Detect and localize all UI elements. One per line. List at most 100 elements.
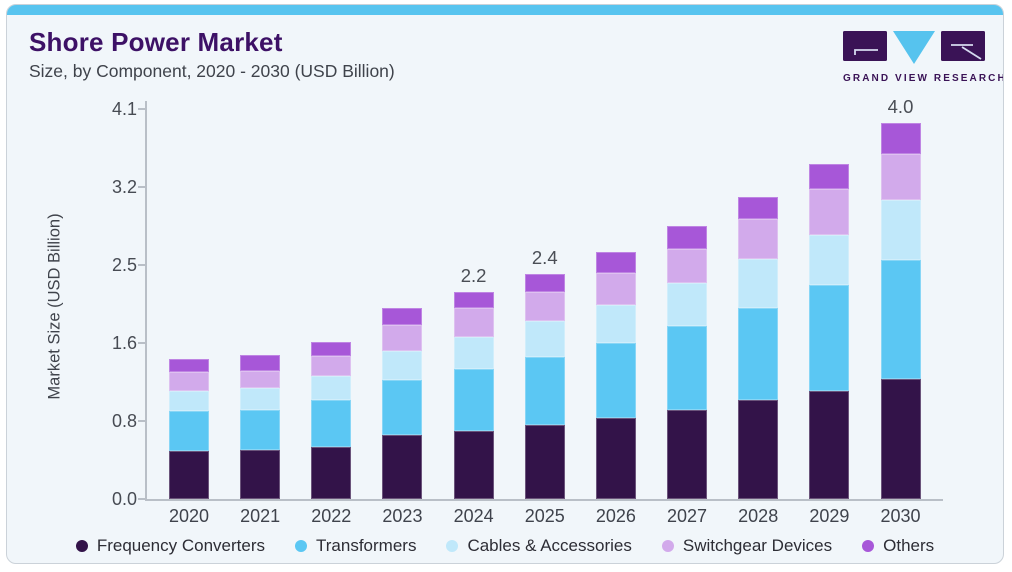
legend-item: Others <box>862 536 934 556</box>
chart-panel: Shore Power Market Size, by Component, 2… <box>6 4 1004 564</box>
legend-dot-icon <box>862 540 875 552</box>
bar-segment-2026 <box>595 304 636 343</box>
bar-segment-2025 <box>524 424 565 499</box>
x-tick-label: 2025 <box>524 506 565 526</box>
bar-segment-2030 <box>880 260 921 380</box>
bar-segment-2028 <box>738 219 779 260</box>
bar-segment-2022 <box>311 400 352 447</box>
x-tick-label: 2027 <box>667 506 708 526</box>
bar-segment-2026 <box>595 343 636 419</box>
y-tick-label: 3.2 <box>111 177 137 197</box>
bar-segment-2027 <box>667 283 708 326</box>
legend-label: Switchgear Devices <box>682 536 833 555</box>
legend-label: Others <box>883 536 935 555</box>
bar-segment-2021 <box>240 355 281 371</box>
bar-total-label-2030: 4.0 <box>887 96 914 118</box>
bar-segment-2027 <box>667 226 708 249</box>
bar-segment-2026 <box>595 272 636 305</box>
bar-segment-2020 <box>169 451 209 499</box>
x-tick-label: 2023 <box>382 506 423 526</box>
legend-label: Transformers <box>316 536 417 555</box>
y-tick-mark <box>138 342 146 344</box>
x-tick-label: 2026 <box>595 506 636 526</box>
y-tick-mark <box>138 186 146 188</box>
legend-item: Transformers <box>295 536 416 556</box>
y-tick-label: 0.8 <box>111 411 137 431</box>
bar-segment-2027 <box>667 248 708 284</box>
legend-label: Frequency Converters <box>96 536 265 555</box>
x-axis-line <box>145 499 943 501</box>
bar-segment-2020 <box>169 371 209 391</box>
x-tick-label: 2020 <box>168 506 210 526</box>
bar-segment-2025 <box>524 291 565 322</box>
bar-segment-2024 <box>453 291 494 308</box>
y-axis-title: Market Size (USD Billion) <box>45 213 64 400</box>
x-tick-label: 2022 <box>311 506 352 526</box>
bar-segment-2021 <box>240 450 281 499</box>
bar-segment-2026 <box>595 251 636 273</box>
bar-segment-2025 <box>524 273 565 292</box>
y-tick-mark <box>138 264 146 266</box>
bar-total-label-2024: 2.2 <box>460 264 487 286</box>
bar-segment-2029 <box>809 390 850 499</box>
bar-segment-2024 <box>453 368 494 432</box>
bar-segment-2023 <box>382 435 423 499</box>
chart-legend: Frequency Converters Transformers Cables &… <box>7 536 1003 556</box>
bar-segment-2021 <box>240 370 281 388</box>
bar-segment-2022 <box>311 356 352 377</box>
bar-segment-2020 <box>169 359 209 372</box>
legend-dot-icon <box>75 540 88 552</box>
bar-segment-2028 <box>738 197 779 220</box>
y-tick-label: 4.1 <box>111 99 137 119</box>
y-tick-mark <box>138 420 146 422</box>
x-tick-label: 2028 <box>738 506 779 526</box>
bar-segment-2021 <box>240 409 281 451</box>
brand-name: GRAND VIEW RESEARCH <box>843 73 1004 84</box>
bar-segment-2024 <box>453 307 494 338</box>
x-tick-label: 2029 <box>809 506 850 526</box>
bar-segment-2030 <box>880 379 921 499</box>
bar-segment-2023 <box>382 324 423 351</box>
bar-segment-2028 <box>738 400 779 499</box>
bar-segment-2023 <box>382 307 423 325</box>
bar-segment-2026 <box>595 418 636 499</box>
x-tick-label: 2024 <box>453 506 494 526</box>
y-tick-label: 1.6 <box>111 333 137 353</box>
bar-segment-2024 <box>453 337 494 369</box>
x-tick-label: 2021 <box>240 506 281 526</box>
bar-segment-2029 <box>809 284 850 391</box>
legend-item: Switchgear Devices <box>661 536 833 556</box>
y-tick-label: 2.5 <box>111 255 137 275</box>
legend-dot-icon <box>661 540 674 552</box>
bar-segment-2029 <box>809 188 850 235</box>
bar-segment-2023 <box>382 350 423 381</box>
top-accent-bar <box>7 5 1003 15</box>
bar-segment-2022 <box>311 376 352 401</box>
bar-segment-2021 <box>240 387 281 410</box>
legend-item: Frequency Converters <box>75 536 265 556</box>
bar-segment-2023 <box>382 380 423 436</box>
legend-dot-icon <box>446 540 459 552</box>
bar-segment-2020 <box>169 390 209 411</box>
bar-segment-2027 <box>667 409 708 499</box>
bar-segment-2027 <box>667 325 708 410</box>
bar-segment-2029 <box>809 234 850 285</box>
y-tick-mark <box>138 108 146 110</box>
legend-item: Cables & Accessories <box>446 536 632 556</box>
bar-segment-2030 <box>880 200 921 261</box>
bar-segment-2028 <box>738 307 779 401</box>
brand-logo: GRAND VIEW RESEARCH <box>843 31 1004 84</box>
bar-segment-2025 <box>524 321 565 358</box>
x-tick-label: 2030 <box>880 506 921 526</box>
y-axis-line <box>145 101 147 501</box>
bar-segment-2028 <box>738 259 779 308</box>
bar-segment-2022 <box>311 342 352 357</box>
legend-dot-icon <box>295 540 307 552</box>
bar-segment-2022 <box>311 446 352 499</box>
gvr-logo-icon <box>843 31 985 64</box>
bar-segment-2020 <box>169 410 209 452</box>
bar-segment-2024 <box>453 431 494 499</box>
bar-segment-2025 <box>524 357 565 425</box>
legend-label: Cables & Accessories <box>467 536 632 555</box>
